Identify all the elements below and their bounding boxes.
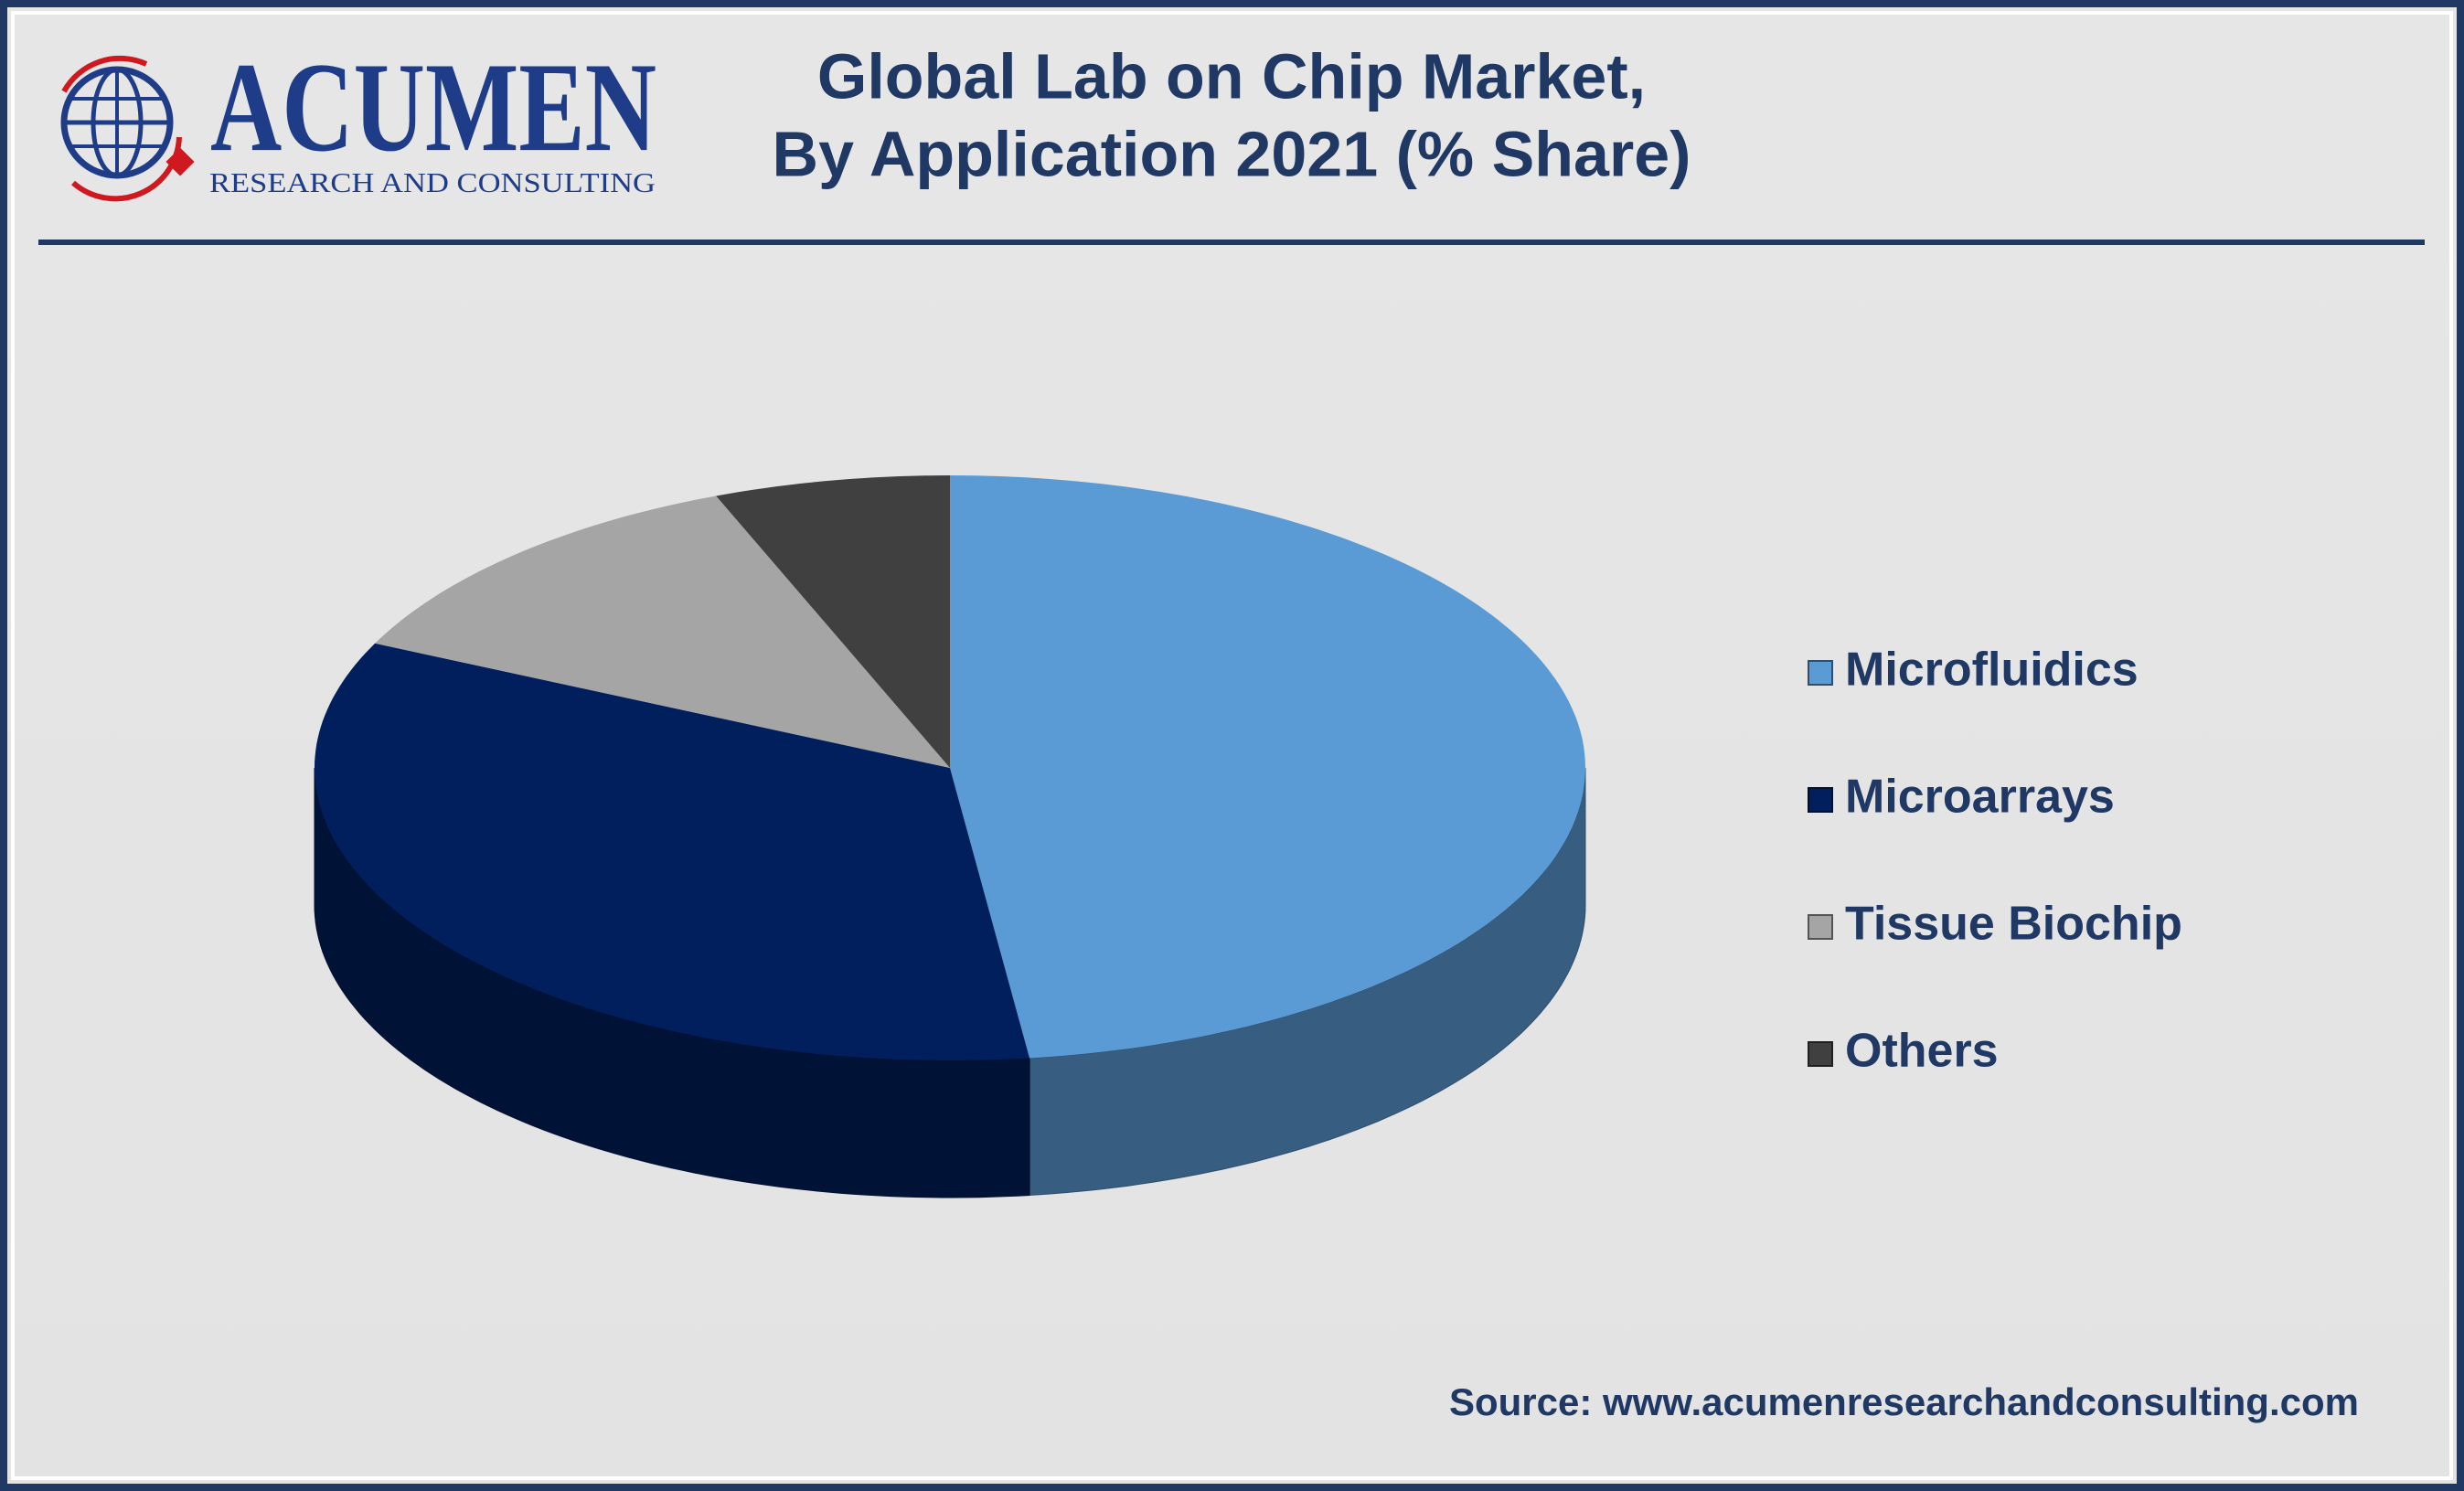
legend-label: Others	[1845, 1025, 1999, 1078]
logo-tagline: RESEARCH AND CONSULTING	[209, 166, 656, 198]
pie	[314, 475, 1586, 1198]
logo-globe	[60, 55, 195, 202]
slice	[950, 475, 1585, 1059]
legend-swatch	[1808, 1041, 1833, 1067]
legend-label: Tissue Biochip	[1845, 898, 2182, 951]
slice	[716, 475, 950, 768]
legend-swatch	[1808, 914, 1833, 940]
legend-label: Microarrays	[1845, 771, 2115, 824]
legend-swatch	[1808, 787, 1833, 813]
slice	[315, 643, 1030, 1060]
frame-inner	[11, 11, 2453, 1480]
legend-swatch	[1808, 660, 1833, 686]
slice	[375, 495, 951, 768]
legend: Microfluidics Microarrays Tissue Biochip Ot…	[1808, 644, 2182, 1078]
legend-label: Microfluidics	[1845, 644, 2139, 697]
chart-title: Global Lab on Chip Market,	[817, 40, 1646, 112]
logo-name: ACUMEN	[210, 37, 656, 178]
source: Source: www.acumenresearchandconsulting.…	[1449, 1380, 2359, 1423]
chart-title: By Application 2021 (% Share)	[773, 118, 1691, 189]
